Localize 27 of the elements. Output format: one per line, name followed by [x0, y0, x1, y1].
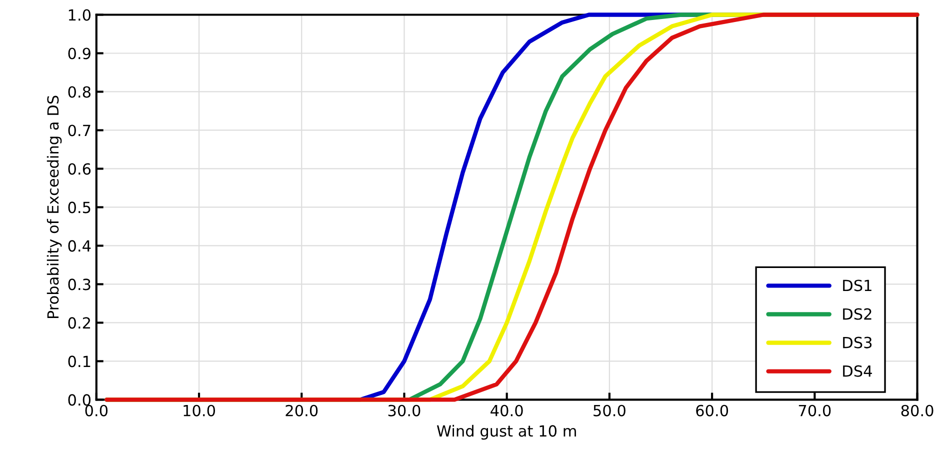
- legend-label: DS2: [843, 308, 872, 320]
- y-tick-label: 0.2: [68, 317, 90, 329]
- x-tick-label: 40.0: [490, 404, 523, 416]
- x-tick-label: 0.0: [85, 404, 108, 416]
- y-tick-label: 0.5: [68, 202, 90, 214]
- legend-label: DS4: [843, 365, 872, 377]
- y-tick-label: 1.0: [68, 9, 91, 21]
- x-tick-label: 30.0: [388, 404, 420, 416]
- x-tick-label: 50.0: [594, 404, 626, 416]
- y-tick-label: 0.0: [68, 394, 91, 406]
- line-series: [104, 12, 920, 402]
- legend-label: DS3: [843, 336, 872, 348]
- x-tick-label: 20.0: [286, 404, 318, 416]
- x-tick-label: 80.0: [901, 404, 934, 416]
- y-tick-label: 0.3: [68, 278, 90, 290]
- x-axis-title: Wind gust at 10 m: [436, 424, 576, 440]
- y-tick-label: 0.8: [68, 86, 90, 98]
- y-tick-label: 0.6: [68, 163, 91, 175]
- y-tick-label: 0.1: [68, 356, 90, 368]
- y-tick-label: 0.9: [68, 48, 90, 60]
- legend-label: DS1: [843, 280, 872, 292]
- x-tick-label: 10.0: [184, 404, 216, 416]
- y-tick-label: 0.7: [68, 124, 90, 136]
- x-tick-label: 70.0: [798, 404, 831, 416]
- y-tick-label: 0.4: [68, 240, 91, 252]
- x-tick-label: 60.0: [696, 404, 728, 416]
- y-axis-title: Probability of Exceeding a DS: [46, 96, 62, 318]
